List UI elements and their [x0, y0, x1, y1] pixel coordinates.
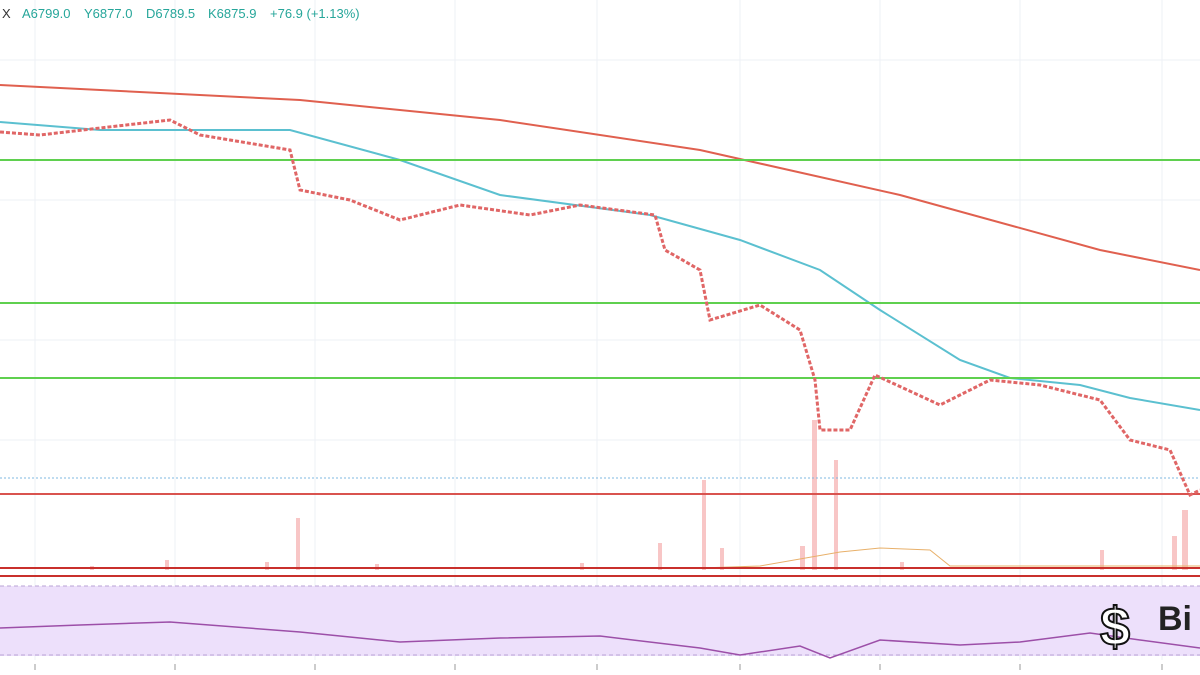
ma-fast: [0, 121, 1200, 411]
price-candles: [0, 118, 1200, 498]
symbol: X: [2, 6, 11, 21]
volume-ma: [699, 547, 1200, 569]
logo-mark: $: [1100, 597, 1130, 657]
low: D6789.5: [146, 6, 195, 21]
close: K6875.9: [208, 6, 256, 21]
high: Y6877.0: [84, 6, 132, 21]
grid: [0, 0, 1200, 660]
x-ticks: [34, 664, 1163, 670]
watermark: Bi: [1158, 600, 1192, 638]
ma-slow: [0, 84, 1200, 271]
levels: [0, 159, 1200, 577]
rsi-line: [0, 621, 1200, 659]
rsi-panel: [0, 586, 1200, 656]
change: +76.9 (+1.13%): [270, 6, 360, 21]
open: A6799.0: [22, 6, 70, 21]
